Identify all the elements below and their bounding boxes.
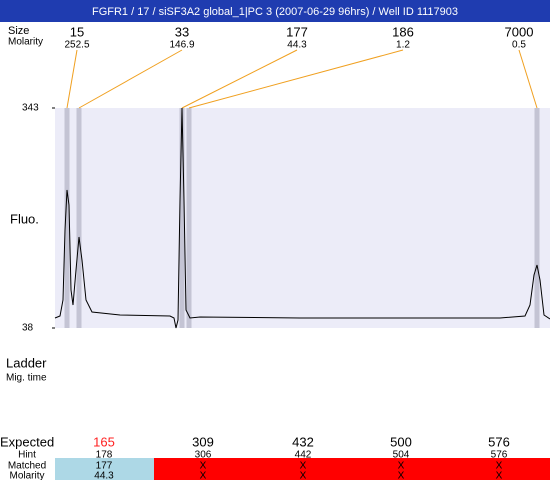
row-label: Hint [18, 450, 36, 461]
peak-connector [66, 49, 78, 109]
cell-hint: 576 [491, 450, 508, 461]
peak-molarity: 1.2 [396, 40, 410, 51]
peak-molarity: 252.5 [64, 40, 89, 51]
peak-connector [78, 49, 183, 109]
plot-area [55, 108, 550, 328]
cell-hint: 442 [295, 450, 312, 461]
cell-matched: 177 [96, 461, 113, 472]
peak-band [76, 108, 82, 328]
peak-size: 7000 [505, 24, 534, 39]
cell-molarity: X [300, 471, 307, 480]
y-tick-label: 38 [22, 323, 34, 334]
peak-molarity: 0.5 [512, 40, 526, 51]
peak-band [186, 108, 192, 328]
trace [54, 107, 550, 329]
mig-time-label: Mig. time [6, 373, 47, 384]
cell-matched: X [398, 461, 405, 472]
row-label: Matched [8, 461, 46, 472]
cell-matched: X [496, 461, 503, 472]
matched-cell [55, 458, 154, 480]
peak-size: 177 [286, 24, 308, 39]
peak-molarity: 146.9 [169, 40, 194, 51]
peak-size: 186 [392, 24, 414, 39]
peak-band [534, 108, 540, 328]
cell-molarity: X [496, 471, 503, 480]
peak-band [179, 108, 185, 328]
cell-expected: 432 [292, 434, 314, 449]
size-label: Size [8, 25, 29, 37]
cell-molarity: 44.3 [94, 471, 114, 480]
ladder-label: Ladder [6, 355, 47, 370]
title-bar [0, 0, 550, 22]
cell-hint: 306 [195, 450, 212, 461]
peak-size: 15 [70, 24, 84, 39]
y-tick-label: 343 [22, 103, 39, 114]
peak-molarity: 44.3 [287, 40, 307, 51]
cell-molarity: X [200, 471, 207, 480]
window-title: FGFR1 / 17 / siSF3A2 global_1|PC 3 (2007… [92, 6, 458, 18]
cell-hint: 178 [96, 450, 113, 461]
peak-connector [188, 49, 404, 109]
y-axis-label: Fluo. [10, 211, 39, 226]
peak-connector [181, 49, 298, 109]
cell-expected: 500 [390, 434, 412, 449]
cell-expected: 309 [192, 434, 214, 449]
molarity-label: Molarity [8, 37, 43, 48]
unmatched-cells [154, 458, 550, 480]
cell-expected: 165 [93, 434, 115, 449]
cell-matched: X [200, 461, 207, 472]
cell-hint: 504 [393, 450, 410, 461]
cell-expected: 576 [488, 434, 510, 449]
cell-matched: X [300, 461, 307, 472]
row-label: Molarity [9, 471, 44, 480]
row-label: Expected [0, 434, 54, 449]
peak-band [64, 108, 70, 328]
cell-molarity: X [398, 471, 405, 480]
peak-connector [518, 49, 538, 109]
peak-size: 33 [175, 24, 189, 39]
